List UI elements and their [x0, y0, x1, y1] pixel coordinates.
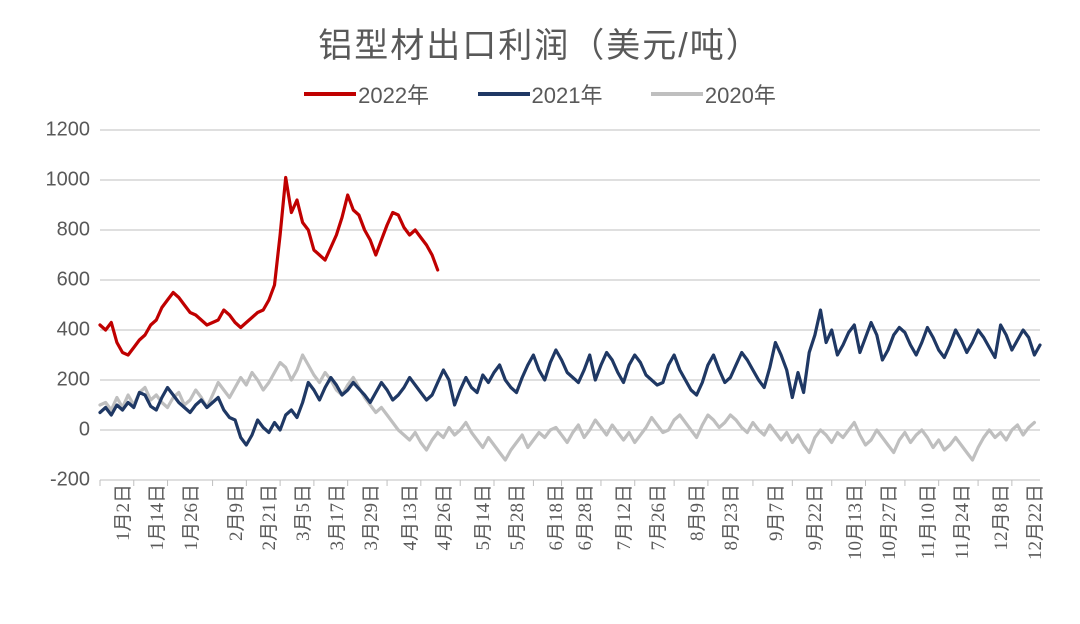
y-tick-label: 0 [79, 419, 90, 442]
x-tick-label: 5月28日 [502, 484, 529, 551]
x-tick-label: 1月14日 [142, 484, 169, 551]
x-tick-label: 2月9日 [221, 484, 248, 541]
chart-container: 铝型材出口利润（美元/吨） 2022年 2021年 2020年 -2000200… [0, 0, 1080, 624]
x-tick-label: 4月26日 [429, 484, 456, 551]
x-axis-ticks: 1月2日 1月14日 1月26日 2月9日2月21日 3月5日 3月17日 3月29日 4月1… [100, 484, 1040, 614]
x-tick-label: 5月14日 [468, 484, 495, 551]
y-tick-label: 1200 [46, 119, 91, 142]
x-tick-label: 9月7日 [761, 484, 788, 541]
x-tick-label: 7月12日 [609, 484, 636, 551]
gridlines [100, 130, 1040, 480]
x-tick-label: 11月10日 [913, 484, 940, 559]
legend-label: 2022年 [358, 78, 429, 110]
x-tick-label: 2月21日 [254, 484, 281, 551]
y-tick-label: 600 [57, 269, 90, 292]
x-tick-label: 11月24日 [947, 484, 974, 559]
legend-item-2021: 2021年 [478, 78, 603, 110]
x-tick-label: 8月23日 [716, 484, 743, 551]
legend: 2022年 2021年 2020年 [0, 78, 1080, 110]
chart-title: 铝型材出口利润（美元/吨） [0, 18, 1080, 67]
legend-swatch [478, 92, 530, 96]
x-tick-label: 9月22日 [800, 484, 827, 551]
series-2022年 [100, 178, 438, 356]
x-tick-label: 3月29日 [356, 484, 383, 551]
legend-item-2022: 2022年 [304, 78, 429, 110]
y-tick-label: -200 [50, 469, 90, 492]
legend-label: 2021年 [532, 78, 603, 110]
x-tick-label: 6月28日 [570, 484, 597, 551]
legend-swatch [304, 92, 356, 96]
x-tick-label: 12月22日 [1020, 484, 1047, 560]
x-tick-label: 1月2日 [108, 484, 135, 541]
x-tick-label: 10月13日 [840, 484, 867, 560]
plot-area: -200020040060080010001200 [100, 130, 1040, 480]
x-tick-label: 3月5日 [288, 484, 315, 541]
x-tick-label: 1月26日 [176, 484, 203, 551]
series-group [100, 178, 1040, 461]
x-tick-label: 4月13日 [395, 484, 422, 551]
x-tick-label: 7月26日 [643, 484, 670, 551]
x-tick-label: 12月8日 [986, 484, 1013, 551]
legend-item-2020: 2020年 [651, 78, 776, 110]
x-tick-label: 6月18日 [541, 484, 568, 551]
y-tick-label: 400 [57, 319, 90, 342]
x-tick-label: 8月9日 [682, 484, 709, 541]
plot-svg [100, 130, 1040, 480]
legend-label: 2020年 [705, 78, 776, 110]
x-tick-label: 3月17日 [322, 484, 349, 551]
y-tick-label: 200 [57, 369, 90, 392]
y-tick-label: 1000 [46, 169, 91, 192]
x-tick-label: 10月27日 [874, 484, 901, 560]
legend-swatch [651, 92, 703, 96]
y-tick-label: 800 [57, 219, 90, 242]
